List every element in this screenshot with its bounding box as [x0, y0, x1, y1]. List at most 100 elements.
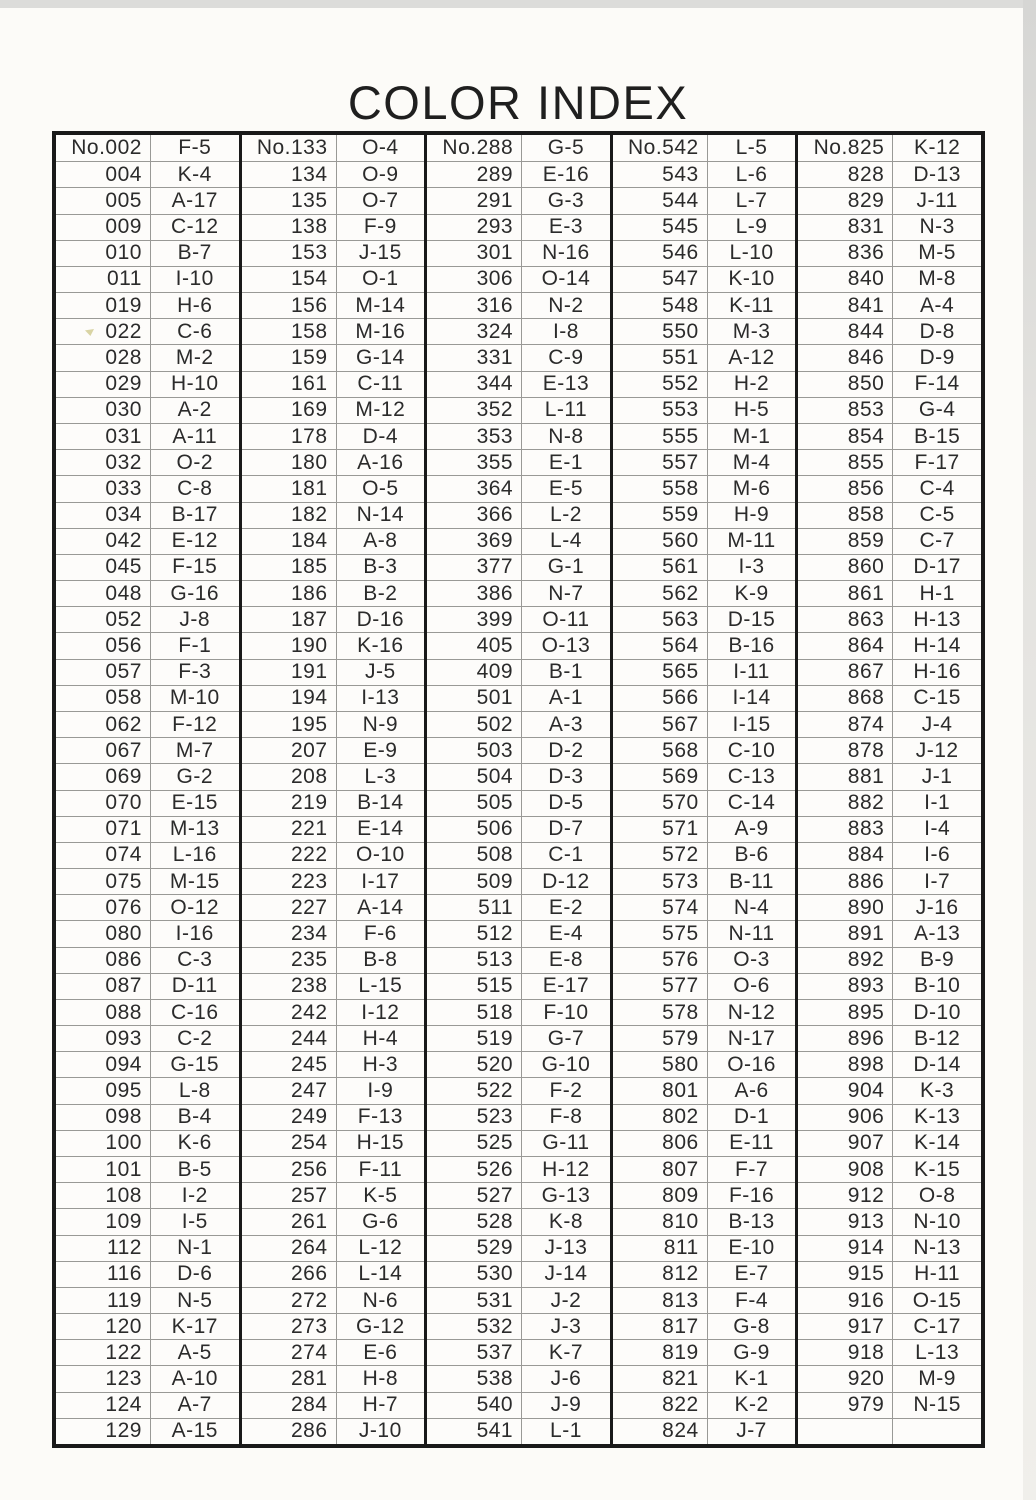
color-number-cell: 153: [241, 239, 337, 266]
color-number-cell: 289: [427, 161, 523, 188]
color-number-cell: 353: [427, 422, 523, 450]
color-number-cell: 324: [427, 318, 523, 345]
color-code-cell: A-13: [893, 920, 981, 946]
color-number-cell: No.825: [798, 135, 894, 162]
color-code-cell: G-6: [336, 1208, 425, 1234]
color-code-cell: M-4: [707, 449, 796, 475]
color-code-cell: B-9: [893, 946, 981, 973]
color-number-cell: 369: [427, 527, 523, 554]
color-code-cell: L-12: [336, 1234, 425, 1261]
color-number-cell: 190: [241, 632, 337, 659]
color-number-cell: No.002: [56, 135, 151, 162]
color-code-cell: B-2: [336, 580, 425, 606]
color-number-cell: 502: [427, 710, 523, 738]
color-number-cell: 537: [427, 1339, 523, 1366]
color-number-cell: 546: [612, 239, 708, 266]
color-code-cell: F-7: [707, 1156, 796, 1182]
color-number-cell: 331: [427, 344, 523, 371]
color-number-cell: 540: [427, 1391, 523, 1418]
color-number-cell: 545: [612, 213, 708, 240]
color-number-cell: 062: [56, 710, 151, 738]
color-number-cell: 574: [612, 894, 708, 921]
color-code-cell: A-14: [336, 894, 425, 920]
color-code-cell: M-13: [150, 815, 239, 842]
color-number-cell: 867: [798, 658, 894, 685]
color-code-cell: N-2: [522, 292, 610, 318]
color-number-cell: 234: [241, 920, 337, 947]
color-number-cell: 005: [56, 187, 151, 214]
color-number-cell: 122: [56, 1339, 151, 1366]
color-index-table: No.002 F-5 004 K-4 005 A-17 009 C-12 010 B-7 011 I-…: [52, 131, 985, 1448]
color-code-cell: C-1: [522, 841, 610, 868]
color-number-cell: 184: [241, 527, 337, 554]
color-code-cell: M-8: [893, 265, 981, 292]
color-code-cell: L-13: [893, 1339, 981, 1365]
color-number-cell: 576: [612, 946, 708, 973]
color-number-cell: 032: [56, 449, 151, 476]
color-code-cell: A-1: [522, 684, 610, 711]
color-code-cell: B-5: [150, 1156, 239, 1182]
color-code-cell: A-2: [150, 396, 239, 423]
color-number-cell: 530: [427, 1260, 523, 1287]
color-code-cell: A-12: [707, 344, 796, 370]
color-number-cell: 221: [241, 815, 337, 842]
color-number-cell: No.542: [613, 135, 708, 162]
color-number-cell: 355: [427, 449, 523, 476]
color-number-cell: 109: [56, 1208, 151, 1235]
color-code-cell: N-14: [336, 501, 425, 528]
color-number-cell: 075: [56, 868, 151, 895]
color-code-cell: H-6: [150, 292, 239, 318]
table-column-group: No.288 G-5 289 E-16 291 G-3 293 E-3 301 N-16 306 O-…: [424, 135, 610, 1444]
color-number-cell: 531: [427, 1286, 523, 1314]
color-number-cell: 543: [612, 161, 708, 188]
color-code-cell: F-3: [150, 658, 239, 685]
color-number-cell: 235: [241, 946, 337, 973]
color-code-cell: I-3: [707, 553, 796, 580]
color-code-cell: M-9: [893, 1365, 981, 1391]
color-number-cell: 273: [241, 1313, 337, 1340]
color-code-cell: O-6: [707, 972, 796, 999]
color-code-cell: G-8: [707, 1313, 796, 1339]
color-code-cell: M-14: [336, 292, 425, 318]
color-number-cell: 863: [798, 606, 894, 633]
color-number-cell: 344: [427, 370, 523, 397]
color-code-cell: L-3: [336, 763, 425, 789]
color-code-cell: H-5: [707, 396, 796, 423]
color-code-cell: K-5: [336, 1182, 425, 1208]
color-code-cell: G-7: [522, 1025, 610, 1051]
color-number-cell: 538: [427, 1365, 523, 1392]
color-code-cell: I-9: [336, 1077, 425, 1103]
color-number-cell: 087: [56, 972, 151, 999]
color-code-cell: B-7: [150, 239, 239, 266]
color-code-cell: B-11: [707, 868, 796, 894]
color-code-cell: J-8: [150, 606, 239, 632]
color-number-cell: 272: [241, 1286, 337, 1314]
color-number-cell: 028: [56, 344, 151, 371]
color-number-cell: 301: [427, 239, 523, 266]
color-number-cell: 274: [241, 1339, 337, 1366]
color-number-cell: 208: [241, 763, 337, 790]
color-number-cell: 548: [612, 292, 708, 319]
color-number-cell: No.133: [242, 135, 337, 162]
color-number-cell: 513: [427, 946, 523, 973]
color-code-cell: N-4: [707, 894, 796, 920]
color-code-cell: K-13: [893, 1103, 981, 1130]
color-code-cell: B-8: [336, 946, 425, 973]
color-code-cell: C-7: [893, 527, 981, 554]
color-code-cell: O-13: [522, 632, 610, 658]
color-number-cell: 293: [427, 213, 523, 240]
color-code-cell: E-12: [150, 527, 239, 554]
color-code-cell: N-12: [707, 998, 796, 1025]
color-number-cell: 180: [241, 449, 337, 476]
color-code-cell: N-3: [893, 213, 981, 240]
color-number-cell: 042: [56, 527, 151, 554]
color-number-cell: 562: [612, 580, 708, 607]
color-number-cell: 812: [612, 1260, 708, 1287]
color-number-cell: 861: [798, 580, 894, 607]
color-code-cell: A-17: [150, 187, 239, 213]
color-number-cell: 907: [798, 1129, 894, 1157]
color-code-cell: L-15: [336, 972, 425, 999]
color-number-cell: 266: [241, 1260, 337, 1287]
color-code-cell: K-14: [893, 1129, 981, 1156]
color-number-cell: 561: [612, 553, 708, 581]
